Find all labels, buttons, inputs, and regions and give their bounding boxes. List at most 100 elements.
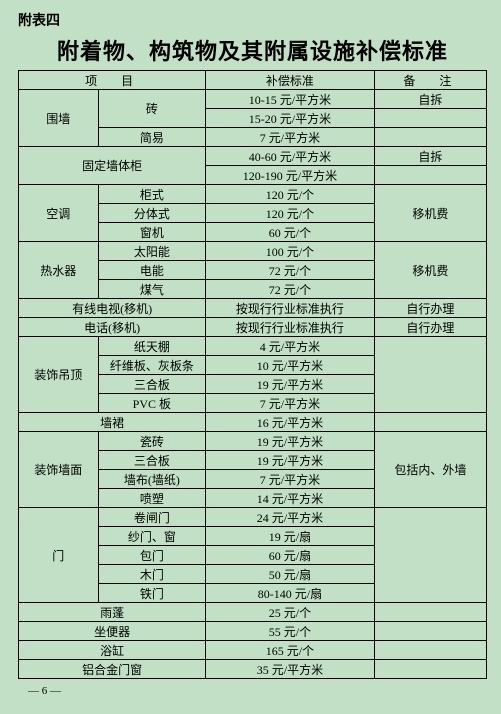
cell-standard: 72 元/个 [206, 280, 374, 299]
page-footer: — 6 — [18, 685, 487, 697]
cell-subtype: 喷塑 [98, 489, 206, 508]
cell-subtype: 纤维板、灰板条 [98, 356, 206, 375]
cell-standard: 80-140 元/扇 [206, 584, 374, 603]
table-row: 热水器太阳能100 元/个移机费 [19, 242, 487, 261]
cell-standard: 19 元/平方米 [206, 375, 374, 394]
cell-remark: 自拆 [374, 90, 486, 109]
cell-standard: 120 元/个 [206, 185, 374, 204]
cell-remark [374, 641, 486, 660]
cell-subtype: 墙布(墙纸) [98, 470, 206, 489]
cell-standard: 14 元/平方米 [206, 489, 374, 508]
cell-category: 墙裙 [19, 413, 206, 432]
cell-subtype: 柜式 [98, 185, 206, 204]
cell-subtype: 砖 [98, 90, 206, 128]
cell-category: 装饰吊顶 [19, 337, 99, 413]
cell-standard: 100 元/个 [206, 242, 374, 261]
table-row: 墙裙16 元/平方米 [19, 413, 487, 432]
cell-standard: 24 元/平方米 [206, 508, 374, 527]
cell-subtype: PVC 板 [98, 394, 206, 413]
cell-remark: 自行办理 [374, 318, 486, 337]
cell-standard: 19 元/扇 [206, 527, 374, 546]
cell-remark [374, 622, 486, 641]
cell-remark [374, 109, 486, 128]
cell-standard: 4 元/平方米 [206, 337, 374, 356]
table-row: 坐便器55 元/个 [19, 622, 487, 641]
table-row: 空调柜式120 元/个移机费 [19, 185, 487, 204]
compensation-table: 项 目 补偿标准 备 注 围墙砖10-15 元/平方米自拆15-20 元/平方米… [18, 70, 487, 679]
cell-standard: 15-20 元/平方米 [206, 109, 374, 128]
cell-remark: 自拆 [374, 147, 486, 166]
cell-standard: 50 元/扇 [206, 565, 374, 584]
cell-remark [374, 603, 486, 622]
table-row: 围墙砖10-15 元/平方米自拆 [19, 90, 487, 109]
cell-category: 电话(移机) [19, 318, 206, 337]
cell-standard: 19 元/平方米 [206, 432, 374, 451]
cell-subtype: 电能 [98, 261, 206, 280]
cell-remark [374, 508, 486, 603]
cell-category: 门 [19, 508, 99, 603]
cell-standard: 7 元/平方米 [206, 394, 374, 413]
cell-subtype: 太阳能 [98, 242, 206, 261]
cell-subtype: 纱门、窗 [98, 527, 206, 546]
cell-standard: 60 元/扇 [206, 546, 374, 565]
page: 附表四 附着物、构筑物及其附属设施补偿标准 项 目 补偿标准 备 注 围墙砖10… [0, 0, 501, 697]
cell-subtype: 分体式 [98, 204, 206, 223]
cell-category: 热水器 [19, 242, 99, 299]
cell-remark [374, 660, 486, 679]
cell-subtype: 三合板 [98, 451, 206, 470]
cell-subtype: 铁门 [98, 584, 206, 603]
cell-subtype: 窗机 [98, 223, 206, 242]
cell-standard: 按现行行业标准执行 [206, 299, 374, 318]
cell-remark: 包括内、外墙 [374, 432, 486, 508]
cell-remark [374, 337, 486, 413]
pre-title: 附表四 [18, 10, 487, 30]
header-item: 项 目 [19, 71, 206, 90]
cell-category: 空调 [19, 185, 99, 242]
table-row: 铝合金门窗35 元/平方米 [19, 660, 487, 679]
table-body: 围墙砖10-15 元/平方米自拆15-20 元/平方米简易7 元/平方米固定墙体… [19, 90, 487, 679]
cell-category: 固定墙体柜 [19, 147, 206, 185]
cell-standard: 55 元/个 [206, 622, 374, 641]
cell-standard: 40-60 元/平方米 [206, 147, 374, 166]
cell-category: 坐便器 [19, 622, 206, 641]
cell-subtype: 包门 [98, 546, 206, 565]
cell-subtype: 纸天棚 [98, 337, 206, 356]
main-title: 附着物、构筑物及其附属设施补偿标准 [18, 34, 487, 66]
cell-standard: 7 元/平方米 [206, 128, 374, 147]
cell-category: 围墙 [19, 90, 99, 147]
table-row: 电话(移机)按现行行业标准执行自行办理 [19, 318, 487, 337]
table-row: 装饰墙面瓷砖19 元/平方米包括内、外墙 [19, 432, 487, 451]
cell-remark: 自行办理 [374, 299, 486, 318]
cell-standard: 120 元/个 [206, 204, 374, 223]
cell-standard: 按现行行业标准执行 [206, 318, 374, 337]
cell-standard: 35 元/平方米 [206, 660, 374, 679]
cell-subtype: 简易 [98, 128, 206, 147]
cell-category: 雨蓬 [19, 603, 206, 622]
cell-standard: 60 元/个 [206, 223, 374, 242]
cell-remark [374, 128, 486, 147]
table-row: 有线电视(移机)按现行行业标准执行自行办理 [19, 299, 487, 318]
cell-standard: 19 元/平方米 [206, 451, 374, 470]
table-row: 固定墙体柜40-60 元/平方米自拆 [19, 147, 487, 166]
cell-category: 铝合金门窗 [19, 660, 206, 679]
cell-subtype: 卷闸门 [98, 508, 206, 527]
cell-category: 浴缸 [19, 641, 206, 660]
cell-subtype: 三合板 [98, 375, 206, 394]
cell-standard: 72 元/个 [206, 261, 374, 280]
header-standard: 补偿标准 [206, 71, 374, 90]
table-row: 门卷闸门24 元/平方米 [19, 508, 487, 527]
cell-standard: 25 元/个 [206, 603, 374, 622]
cell-standard: 120-190 元/平方米 [206, 166, 374, 185]
table-row: 装饰吊顶纸天棚4 元/平方米 [19, 337, 487, 356]
cell-remark [374, 413, 486, 432]
cell-category: 有线电视(移机) [19, 299, 206, 318]
cell-subtype: 煤气 [98, 280, 206, 299]
cell-remark: 移机费 [374, 185, 486, 242]
cell-remark: 移机费 [374, 242, 486, 299]
header-remark: 备 注 [374, 71, 486, 90]
cell-standard: 16 元/平方米 [206, 413, 374, 432]
table-header-row: 项 目 补偿标准 备 注 [19, 71, 487, 90]
cell-category: 装饰墙面 [19, 432, 99, 508]
table-row: 雨蓬25 元/个 [19, 603, 487, 622]
cell-subtype: 木门 [98, 565, 206, 584]
